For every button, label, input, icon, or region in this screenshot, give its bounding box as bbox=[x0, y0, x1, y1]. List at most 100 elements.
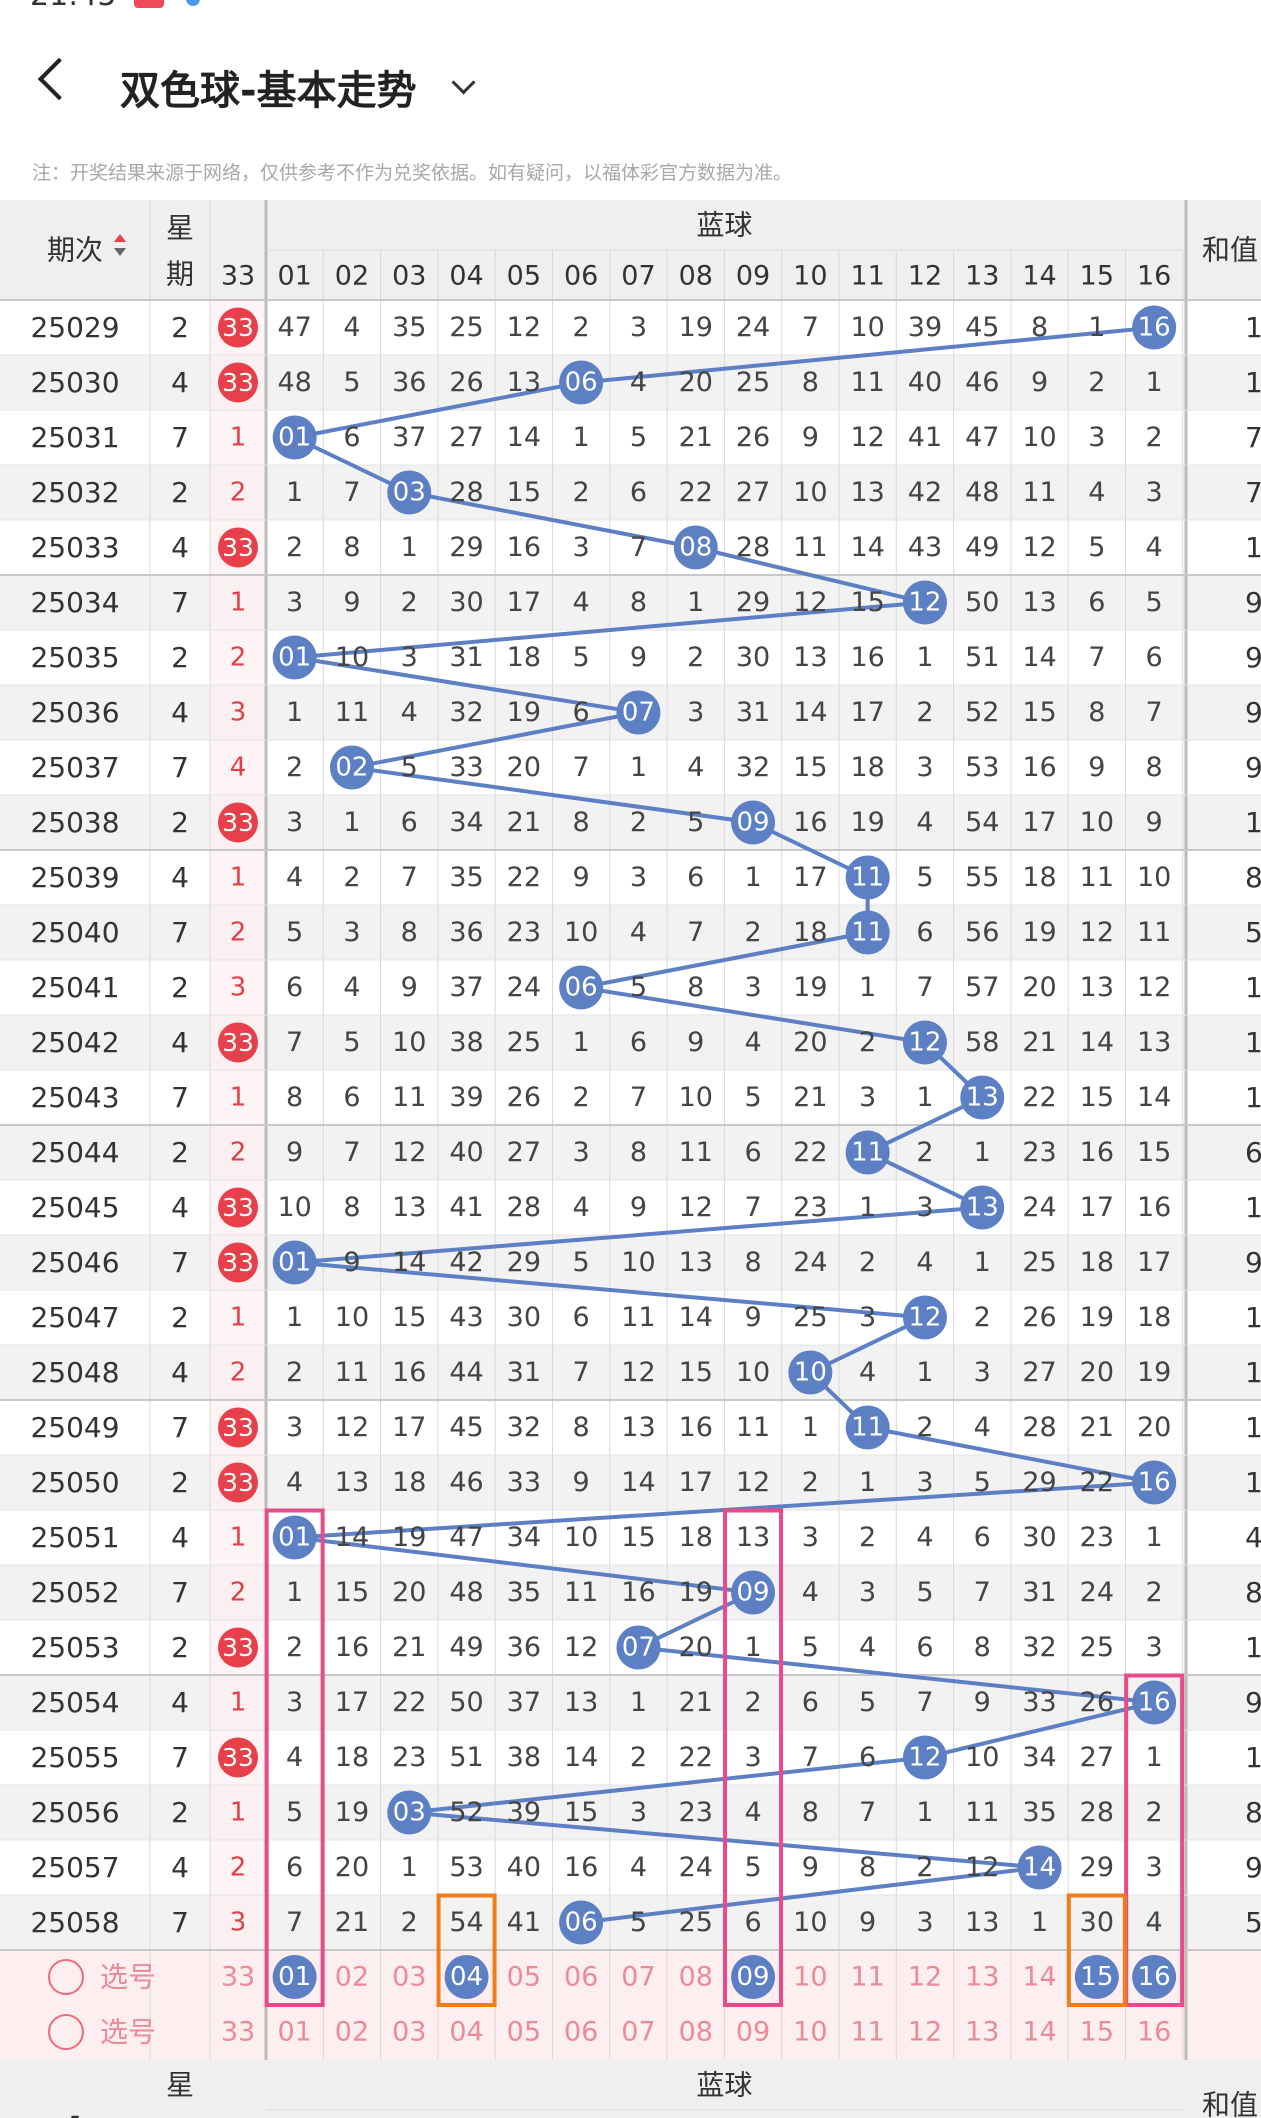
select-cell[interactable]: 02 bbox=[335, 1962, 369, 1993]
select-cell[interactable]: 01 bbox=[277, 2017, 311, 2048]
status-bar: 21:45 bbox=[0, 0, 1261, 12]
select-ball[interactable] bbox=[731, 1955, 776, 1999]
miss-cell: 2 bbox=[286, 752, 303, 783]
select-ball[interactable] bbox=[1074, 1955, 1119, 1999]
select-cell[interactable]: 09 bbox=[736, 2017, 770, 2048]
select-cell[interactable]: 06 bbox=[564, 2017, 598, 2048]
miss-cell: 6 bbox=[573, 697, 590, 728]
select-ball[interactable] bbox=[1132, 1955, 1177, 1999]
select-ball-label[interactable]: 01 bbox=[278, 1962, 311, 1992]
select-cell[interactable]: 14 bbox=[1022, 2017, 1056, 2048]
select-red-cell[interactable]: 33 bbox=[221, 1962, 255, 1993]
select-radio[interactable] bbox=[48, 1959, 84, 1995]
page-title[interactable]: 双色球-基本走势 bbox=[120, 68, 417, 114]
blue-ball bbox=[902, 1735, 947, 1780]
select-cell[interactable]: 06 bbox=[564, 1962, 598, 1993]
select-cell[interactable]: 07 bbox=[621, 2017, 655, 2048]
select-cell[interactable]: 10 bbox=[793, 2017, 827, 2048]
select-label[interactable]: 选号 bbox=[100, 1961, 156, 1994]
select-ball[interactable] bbox=[444, 1955, 489, 1999]
miss-cell: 4 bbox=[343, 312, 360, 343]
miss-cell: 3 bbox=[286, 587, 303, 618]
miss-cell: 12 bbox=[679, 1192, 713, 1223]
miss-cell: 17 bbox=[679, 1467, 713, 1498]
select-ball-label[interactable]: 15 bbox=[1080, 1962, 1113, 1992]
select-cell[interactable]: 02 bbox=[335, 2017, 369, 2048]
sort-down-icon[interactable] bbox=[114, 248, 126, 256]
miss-cell: 17 bbox=[1022, 807, 1056, 838]
miss-cell: 21 bbox=[335, 1907, 369, 1938]
red-ball-label: 33 bbox=[222, 1743, 254, 1772]
select-cell[interactable]: 05 bbox=[507, 2017, 541, 2048]
blue-ball bbox=[902, 580, 947, 625]
select-cell[interactable]: 10 bbox=[793, 1962, 827, 1993]
select-cell[interactable]: 03 bbox=[392, 1962, 426, 1993]
select-cell[interactable]: 08 bbox=[679, 2017, 713, 2048]
miss-cell: 21 bbox=[1080, 1412, 1114, 1443]
select-cell[interactable]: 16 bbox=[1137, 2017, 1171, 2048]
select-red-cell[interactable]: 33 bbox=[221, 2017, 255, 2048]
select-cell[interactable]: 13 bbox=[965, 1962, 999, 1993]
select-cell[interactable]: 03 bbox=[392, 2017, 426, 2048]
select-cell[interactable]: 11 bbox=[850, 1962, 884, 1993]
highlight-box-15 bbox=[1066, 1893, 1127, 2007]
red-ball-label: 33 bbox=[222, 313, 254, 342]
red-miss-cell: 1 bbox=[230, 1083, 247, 1113]
miss-cell: 7 bbox=[974, 1577, 991, 1608]
miss-cell: 33 bbox=[507, 1467, 541, 1498]
period-cell: 25051 bbox=[30, 1521, 119, 1554]
miss-cell: 47 bbox=[449, 1522, 483, 1553]
miss-cell: 5 bbox=[573, 642, 590, 673]
miss-cell: 3 bbox=[687, 697, 704, 728]
miss-cell: 9 bbox=[802, 422, 819, 453]
sum-cell: 121 bbox=[1245, 1191, 1261, 1224]
miss-cell: 13 bbox=[793, 642, 827, 673]
select-cell[interactable]: 13 bbox=[965, 2017, 999, 2048]
miss-cell: 3 bbox=[1146, 1632, 1163, 1663]
miss-cell: 30 bbox=[736, 642, 770, 673]
miss-cell: 2 bbox=[859, 1027, 876, 1058]
miss-cell: 4 bbox=[916, 807, 933, 838]
miss-cell: 10 bbox=[1137, 862, 1171, 893]
miss-cell: 3 bbox=[859, 1302, 876, 1333]
miss-cell: 26 bbox=[507, 1082, 541, 1113]
select-radio[interactable] bbox=[48, 2014, 84, 2050]
select-cell[interactable]: 08 bbox=[679, 1962, 713, 1993]
miss-cell: 6 bbox=[286, 972, 303, 1003]
table-footer-bg bbox=[0, 2060, 1261, 2118]
period-cell: 25052 bbox=[30, 1576, 119, 1609]
miss-cell: 40 bbox=[507, 1852, 541, 1883]
blue-ball bbox=[960, 1185, 1005, 1230]
miss-cell: 47 bbox=[277, 312, 311, 343]
header-blue-04: 04 bbox=[449, 261, 483, 292]
miss-cell: 14 bbox=[564, 1742, 598, 1773]
sum-cell: 71 bbox=[1245, 421, 1261, 454]
week-cell: 2 bbox=[171, 971, 189, 1004]
red-miss-cell: 2 bbox=[230, 1138, 247, 1168]
miss-cell: 2 bbox=[744, 1687, 761, 1718]
miss-cell: 38 bbox=[507, 1742, 541, 1773]
select-ball[interactable] bbox=[272, 1955, 317, 1999]
header-blue-10: 10 bbox=[793, 261, 827, 292]
select-cell[interactable]: 12 bbox=[908, 2017, 942, 2048]
miss-cell: 48 bbox=[449, 1577, 483, 1608]
select-cell[interactable]: 07 bbox=[621, 1962, 655, 1993]
select-cell[interactable]: 04 bbox=[449, 2017, 483, 2048]
miss-cell: 5 bbox=[343, 1027, 360, 1058]
miss-cell: 5 bbox=[916, 862, 933, 893]
select-ball-label[interactable]: 04 bbox=[450, 1962, 483, 1992]
sort-up-icon[interactable] bbox=[114, 234, 126, 242]
select-cell[interactable]: 14 bbox=[1022, 1962, 1056, 1993]
miss-cell: 27 bbox=[449, 422, 483, 453]
select-cell[interactable]: 11 bbox=[850, 2017, 884, 2048]
miss-cell: 2 bbox=[286, 1632, 303, 1663]
select-cell[interactable]: 15 bbox=[1080, 2017, 1114, 2048]
miss-cell: 16 bbox=[1080, 1137, 1114, 1168]
miss-cell: 24 bbox=[1022, 1192, 1056, 1223]
select-label[interactable]: 选号 bbox=[100, 2016, 156, 2049]
miss-cell: 9 bbox=[687, 1027, 704, 1058]
select-cell[interactable]: 12 bbox=[908, 1962, 942, 1993]
select-cell[interactable]: 05 bbox=[507, 1962, 541, 1993]
select-ball-label[interactable]: 09 bbox=[737, 1962, 770, 1992]
select-ball-label[interactable]: 16 bbox=[1138, 1962, 1171, 1992]
